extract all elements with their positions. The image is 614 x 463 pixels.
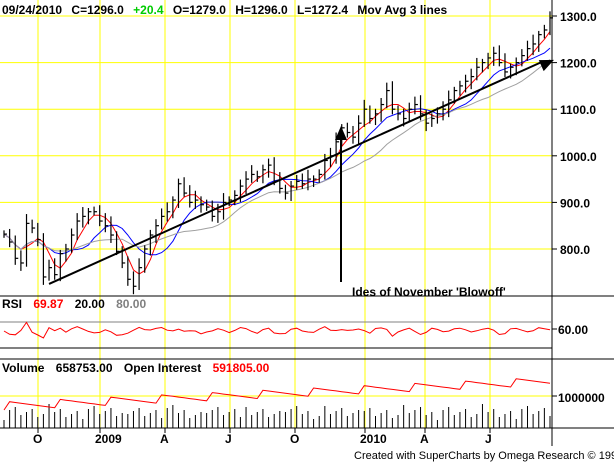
- time-axis: O 2009 A J O 2010 A J: [33, 428, 492, 446]
- open-interest-line: [3, 378, 551, 411]
- header-close: C=1296.0: [71, 3, 124, 17]
- price-axis-label: 1300.0: [560, 10, 597, 24]
- volume-axis-label: 1000000: [558, 391, 605, 405]
- rsi-label: RSI: [2, 297, 22, 311]
- open-interest-label: Open Interest: [124, 361, 201, 375]
- trendline-group: [48, 59, 554, 285]
- rsi-label-line: RSI 69.87 20.00 80.00: [2, 297, 146, 311]
- volume-value: 658753.00: [56, 361, 113, 375]
- moving-averages: [3, 31, 551, 275]
- time-axis-label: 2010: [360, 432, 387, 446]
- price-bars: [3, 11, 553, 295]
- rsi-lower: 20.00: [75, 297, 105, 311]
- time-axis-label: O: [33, 432, 42, 446]
- volume-panel: [3, 378, 557, 428]
- open-interest-value: 591805.00: [213, 361, 270, 375]
- time-axis-label: J: [485, 432, 492, 446]
- credit-text: Created with SuperCharts by Omega Resear…: [354, 450, 614, 462]
- trendline: [48, 60, 543, 285]
- header-change: +20.4: [133, 3, 164, 17]
- time-axis-label: A: [420, 432, 429, 446]
- price-axis-label: 800.0: [560, 243, 590, 257]
- annotation-text: Ides of November 'Blowoff': [352, 285, 506, 299]
- volume-label: Volume: [2, 361, 45, 375]
- header-low: L=1272.4: [297, 3, 348, 17]
- trendline-arrowhead: [538, 59, 554, 72]
- header-line: 09/24/2010 C=1296.0 +20.4 O=1279.0 H=129…: [2, 3, 448, 17]
- annotation-arrowhead: [335, 126, 347, 140]
- rsi-line: [3, 321, 551, 339]
- rsi-axis-label: 60.00: [558, 323, 588, 337]
- price-axis: 800.0 900.0 1000.0 1100.0 1200.0 1300.0: [552, 10, 597, 257]
- header-mav: Mov Avg 3 lines: [357, 3, 447, 17]
- ma-slow-line: [3, 59, 551, 252]
- rsi-panel: [0, 321, 557, 349]
- rsi-value: 69.87: [33, 297, 63, 311]
- time-axis-label: O: [290, 432, 299, 446]
- price-axis-label: 1100.0: [560, 103, 596, 117]
- header-date: 09/24/2010: [2, 3, 62, 17]
- header-high: H=1296.0: [235, 3, 288, 17]
- price-axis-label: 1200.0: [560, 57, 597, 71]
- price-axis-label: 1000.0: [560, 150, 597, 164]
- ma-fast-line: [3, 31, 551, 275]
- time-axis-label: 2009: [95, 432, 122, 446]
- time-axis-label: J: [225, 432, 232, 446]
- price-axis-label: 900.0: [560, 196, 590, 210]
- volume-label-line: Volume 658753.00 Open Interest 591805.00: [2, 361, 270, 375]
- header-open: O=1279.0: [173, 3, 226, 17]
- rsi-upper: 80.00: [116, 297, 146, 311]
- ma-mid-line: [3, 47, 551, 256]
- grid-lines: [0, 0, 552, 428]
- time-axis-label: A: [160, 432, 169, 446]
